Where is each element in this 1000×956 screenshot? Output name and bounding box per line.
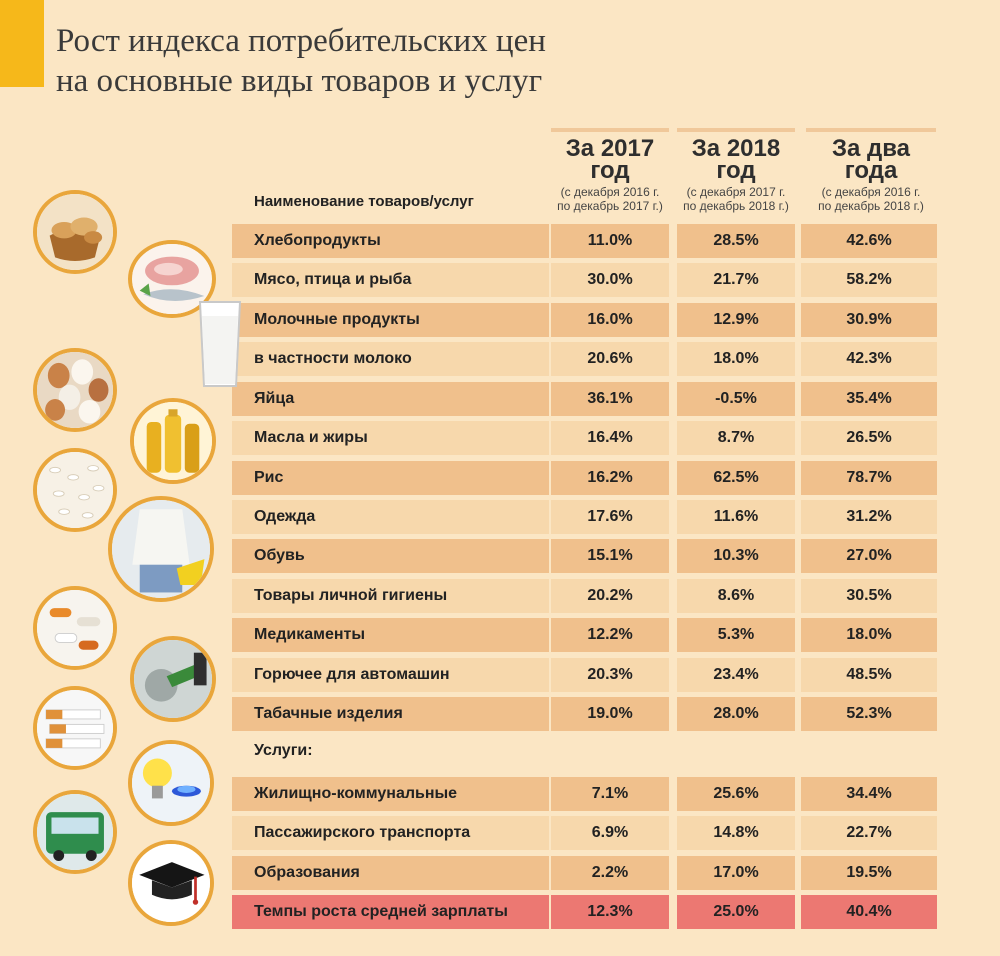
row-value-total: 31.2% — [801, 500, 937, 534]
row-value-2017: 19.0% — [551, 697, 669, 731]
row-label: Масла и жиры — [232, 421, 549, 455]
row-label: Яйца — [232, 382, 549, 416]
column-subtitle: (с декабря 2017 г. — [686, 185, 786, 199]
graduation-cap-icon — [128, 840, 214, 926]
column-header-two-years: За два года (с декабря 2016 г. по декабр… — [806, 128, 936, 213]
row-value-2018: -0.5% — [677, 382, 795, 416]
column-title: За 2018 год — [691, 135, 781, 184]
row-value-2017: 6.9% — [551, 816, 669, 850]
oil-bottles-icon — [130, 398, 216, 484]
clothing-icon — [108, 496, 214, 602]
column-header-2018: За 2018 год (с декабря 2017 г. по декабр… — [677, 128, 795, 213]
medicine-icon — [33, 586, 117, 670]
row-label: Жилищно-коммунальные — [232, 777, 549, 811]
row-value-2018: 8.7% — [677, 421, 795, 455]
column-subtitle: по декабрь 2018 г.) — [683, 199, 789, 213]
row-value-2018: 10.3% — [677, 539, 795, 573]
row-value-2017: 15.1% — [551, 539, 669, 573]
row-label: Горючее для автомашин — [232, 658, 549, 692]
row-label: Мясо, птица и рыба — [232, 263, 549, 297]
row-value-2017: 20.2% — [551, 579, 669, 613]
eggs-icon — [33, 348, 117, 432]
row-value-2018: 28.0% — [677, 697, 795, 731]
row-label: Образования — [232, 856, 549, 890]
accent-bar — [0, 0, 44, 87]
row-value-2018: 8.6% — [677, 579, 795, 613]
column-subtitle: по декабрь 2017 г.) — [557, 199, 663, 213]
row-label: Товары личной гигиены — [232, 579, 549, 613]
column-subtitle: (с декабря 2016 г. — [821, 185, 921, 199]
milk-glass-icon — [196, 298, 244, 390]
row-label: Хлебопродукты — [232, 224, 549, 258]
row-value-2018: 62.5% — [677, 461, 795, 495]
column-header-2017: За 2017 год (с декабря 2016 г. по декабр… — [551, 128, 669, 213]
row-value-2018: 17.0% — [677, 856, 795, 890]
row-label: Одежда — [232, 500, 549, 534]
row-value-2018: 12.9% — [677, 303, 795, 337]
row-value-2018: 5.3% — [677, 618, 795, 652]
wage-row-label: Темпы роста средней зарплаты — [232, 895, 549, 929]
row-value-2018: 28.5% — [677, 224, 795, 258]
meat-icon — [128, 240, 216, 318]
row-label: Молочные продукты — [232, 303, 549, 337]
row-value-total: 78.7% — [801, 461, 937, 495]
row-value-2017: 12.2% — [551, 618, 669, 652]
row-label: Табачные изделия — [232, 697, 549, 731]
row-label: в частности молоко — [232, 342, 549, 376]
row-value-2017: 36.1% — [551, 382, 669, 416]
row-value-total: 35.4% — [801, 382, 937, 416]
row-value-2017: 2.2% — [551, 856, 669, 890]
row-value-total: 30.5% — [801, 579, 937, 613]
row-value-total: 42.6% — [801, 224, 937, 258]
row-value-total: 48.5% — [801, 658, 937, 692]
row-value-2017: 16.0% — [551, 303, 669, 337]
row-value-2018: 23.4% — [677, 658, 795, 692]
column-subtitle: по декабрь 2018 г.) — [818, 199, 924, 213]
row-value-total: 30.9% — [801, 303, 937, 337]
row-label: Медикаменты — [232, 618, 549, 652]
row-value-2018: 14.8% — [677, 816, 795, 850]
bus-icon — [33, 790, 117, 874]
row-value-2018: 21.7% — [677, 263, 795, 297]
row-value-2018: 11.6% — [677, 500, 795, 534]
row-value-total: 26.5% — [801, 421, 937, 455]
row-value-total: 27.0% — [801, 539, 937, 573]
row-value-total: 58.2% — [801, 263, 937, 297]
row-label: Рис — [232, 461, 549, 495]
row-label: Пассажирского транспорта — [232, 816, 549, 850]
page-title-line-2: на основные виды товаров и услуг — [56, 63, 543, 99]
fuel-nozzle-icon — [130, 636, 216, 722]
row-value-2018: 18.0% — [677, 342, 795, 376]
rice-icon — [33, 448, 117, 532]
bread-icon — [33, 190, 117, 274]
row-label: Обувь — [232, 539, 549, 573]
row-value-total: 18.0% — [801, 618, 937, 652]
column-title: За два года — [831, 135, 911, 184]
row-value-2017: 11.0% — [551, 224, 669, 258]
row-value-total: 19.5% — [801, 856, 937, 890]
row-value-2017: 16.2% — [551, 461, 669, 495]
page-title-line-1: Рост индекса потребительских цен — [56, 23, 546, 59]
row-value-2017: 20.3% — [551, 658, 669, 692]
row-value-2017: 17.6% — [551, 500, 669, 534]
row-value-total: 22.7% — [801, 816, 937, 850]
wage-value-2017: 12.3% — [551, 895, 669, 929]
wage-value-total: 40.4% — [801, 895, 937, 929]
cigarettes-icon — [33, 686, 117, 770]
column-title: За 2017 год — [565, 135, 655, 184]
row-value-total: 42.3% — [801, 342, 937, 376]
row-value-2017: 30.0% — [551, 263, 669, 297]
services-section-label: Услуги: — [254, 742, 313, 759]
row-value-2017: 20.6% — [551, 342, 669, 376]
row-value-total: 34.4% — [801, 777, 937, 811]
row-value-2017: 16.4% — [551, 421, 669, 455]
column-subtitle: (с декабря 2016 г. — [560, 185, 660, 199]
row-value-2017: 7.1% — [551, 777, 669, 811]
row-value-total: 52.3% — [801, 697, 937, 731]
lightbulb-gas-icon — [128, 740, 214, 826]
wage-value-2018: 25.0% — [677, 895, 795, 929]
name-column-header: Наименование товаров/услуг — [254, 193, 474, 210]
row-value-2018: 25.6% — [677, 777, 795, 811]
